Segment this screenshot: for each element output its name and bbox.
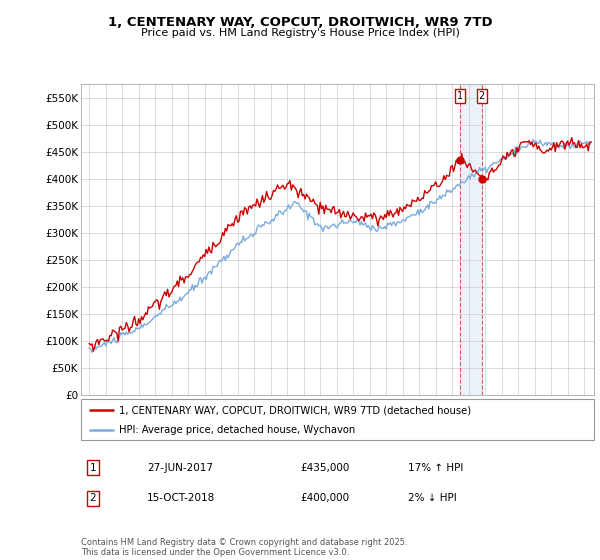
Text: 15-OCT-2018: 15-OCT-2018 [147, 493, 215, 503]
Text: HPI: Average price, detached house, Wychavon: HPI: Average price, detached house, Wych… [119, 424, 356, 435]
Text: Contains HM Land Registry data © Crown copyright and database right 2025.
This d: Contains HM Land Registry data © Crown c… [81, 538, 407, 557]
FancyBboxPatch shape [81, 399, 594, 440]
Text: 27-JUN-2017: 27-JUN-2017 [147, 463, 213, 473]
Text: Price paid vs. HM Land Registry's House Price Index (HPI): Price paid vs. HM Land Registry's House … [140, 28, 460, 38]
Text: 1, CENTENARY WAY, COPCUT, DROITWICH, WR9 7TD (detached house): 1, CENTENARY WAY, COPCUT, DROITWICH, WR9… [119, 405, 472, 415]
Text: 17% ↑ HPI: 17% ↑ HPI [408, 463, 463, 473]
Text: £400,000: £400,000 [300, 493, 349, 503]
Text: 1: 1 [457, 91, 463, 101]
Bar [460, 84, 482, 395]
Text: 1: 1 [89, 463, 97, 473]
Text: 1, CENTENARY WAY, COPCUT, DROITWICH, WR9 7TD: 1, CENTENARY WAY, COPCUT, DROITWICH, WR9… [107, 16, 493, 29]
Text: 2% ↓ HPI: 2% ↓ HPI [408, 493, 457, 503]
Text: 2: 2 [479, 91, 485, 101]
Text: 2: 2 [89, 493, 97, 503]
Text: £435,000: £435,000 [300, 463, 349, 473]
